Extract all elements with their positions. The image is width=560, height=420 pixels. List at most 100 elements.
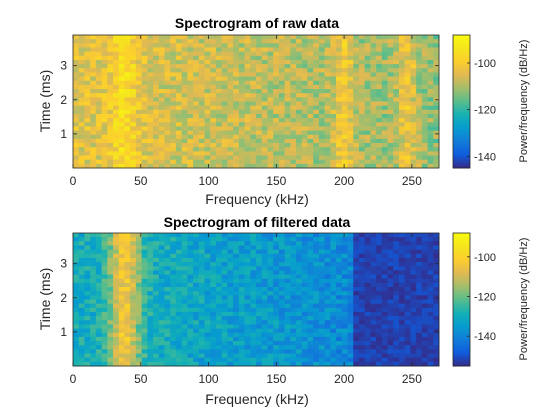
spectrogram-cell xyxy=(370,324,377,329)
spectrogram-cell xyxy=(376,245,383,251)
spectrogram-cell xyxy=(141,336,148,342)
spectrogram-cell xyxy=(164,266,171,271)
spectrogram-cell xyxy=(313,72,320,77)
spectrogram-cell xyxy=(250,113,257,119)
spectrogram-cell xyxy=(90,274,97,280)
spectrogram-cell xyxy=(324,101,331,107)
spectrogram-cell xyxy=(324,55,331,61)
spectrogram-cell xyxy=(427,237,434,242)
spectrogram-cell xyxy=(84,105,91,111)
spectrogram-cell xyxy=(84,80,91,86)
spectrogram-cell xyxy=(398,257,406,263)
colorbar-step xyxy=(453,253,470,257)
spectrogram-cell xyxy=(358,357,366,363)
spectrogram-cell xyxy=(290,118,297,123)
spectrogram-cell xyxy=(84,109,91,115)
spectrogram-cell xyxy=(113,253,120,259)
spectrogram-cell xyxy=(336,39,343,44)
spectrogram-cell xyxy=(90,336,97,342)
spectrogram-cell xyxy=(364,101,371,107)
spectrogram-cell xyxy=(130,282,137,288)
spectrogram-cell xyxy=(307,328,314,334)
spectrogram-cell xyxy=(318,349,326,354)
spectrogram-cell xyxy=(73,143,80,148)
spectrogram-cell xyxy=(290,97,297,102)
spectrogram-cell xyxy=(330,151,337,156)
spectrogram-cell xyxy=(153,324,160,329)
spectrogram-cell xyxy=(170,303,177,309)
spectrogram-cell xyxy=(158,295,165,300)
spectrogram-cell xyxy=(113,109,120,115)
spectrogram-cell xyxy=(341,266,348,271)
spectrogram-cell xyxy=(341,303,348,309)
spectrogram-cell xyxy=(198,39,205,44)
spectrogram-cell xyxy=(267,311,274,317)
spectrogram-cell xyxy=(427,51,434,57)
spectrogram-cell xyxy=(238,105,245,111)
spectrogram-cell xyxy=(301,47,308,53)
spectrogram-cell xyxy=(130,241,137,246)
x-tick-label: 0 xyxy=(70,372,77,386)
colorbar-step xyxy=(453,78,470,82)
spectrogram-cell xyxy=(387,84,394,90)
spectrogram-cell xyxy=(198,59,205,65)
spectrogram-cell xyxy=(113,320,120,325)
spectrogram-cell xyxy=(278,76,285,82)
spectrogram-cell xyxy=(118,307,125,313)
spectrogram-cell xyxy=(221,93,228,98)
spectrogram-cell xyxy=(181,332,188,338)
spectrogram-cell xyxy=(398,76,406,82)
spectrogram-cell xyxy=(244,241,251,246)
spectrogram-cell xyxy=(324,72,331,77)
spectrogram-cell xyxy=(84,59,91,65)
spectrogram-cell xyxy=(261,35,268,40)
spectrogram-cell xyxy=(290,84,297,90)
spectrogram-cell xyxy=(364,341,371,346)
spectrogram-cell xyxy=(95,341,102,346)
spectrogram-cell xyxy=(410,39,417,44)
colorbar-step xyxy=(453,278,470,282)
spectrogram-cell xyxy=(101,105,108,111)
spectrogram-cell xyxy=(353,353,360,359)
colorbar-step xyxy=(453,107,470,111)
spectrogram-cell xyxy=(73,324,80,329)
spectrogram-cell xyxy=(130,341,137,346)
spectrogram-cell xyxy=(193,257,200,263)
spectrogram-cell xyxy=(358,291,366,296)
spectrogram-cell xyxy=(256,80,263,86)
spectrogram-cell xyxy=(215,274,223,280)
spectrogram-cell xyxy=(238,126,245,131)
spectrogram-cell xyxy=(158,151,165,156)
spectrogram-cell xyxy=(273,341,280,346)
spectrogram-cell xyxy=(113,274,120,280)
spectrogram-cell xyxy=(204,266,211,271)
spectrogram-cell xyxy=(250,307,257,313)
spectrogram-cell xyxy=(433,138,440,144)
spectrogram-cell xyxy=(164,151,171,156)
spectrogram-cell xyxy=(318,76,326,82)
spectrogram-cell xyxy=(170,257,177,263)
spectrogram-cell xyxy=(261,64,268,69)
spectrogram-cell xyxy=(153,353,160,359)
spectrogram-cell xyxy=(101,101,108,107)
spectrogram-cell xyxy=(118,295,125,300)
spectrogram-cell xyxy=(427,68,434,73)
spectrogram-cell xyxy=(204,262,211,267)
spectrogram-cell xyxy=(204,97,211,102)
spectrogram-cell xyxy=(227,332,234,338)
spectrogram-cell xyxy=(95,287,102,292)
spectrogram-cell xyxy=(244,328,251,334)
spectrogram-cell xyxy=(130,332,137,338)
spectrogram-cell xyxy=(393,43,400,48)
spectrogram-cell xyxy=(244,353,251,359)
spectrogram-cell xyxy=(387,262,394,267)
spectrogram-cell xyxy=(215,163,223,169)
spectrogram-cell xyxy=(273,291,280,296)
spectrogram-cell xyxy=(307,353,314,359)
spectrogram-cell xyxy=(233,266,240,271)
spectrogram-cell xyxy=(427,245,434,251)
spectrogram-cell xyxy=(307,134,314,140)
spectrogram-cell xyxy=(307,151,314,156)
spectrogram-cell xyxy=(170,126,177,131)
spectrogram-cell xyxy=(78,138,85,144)
